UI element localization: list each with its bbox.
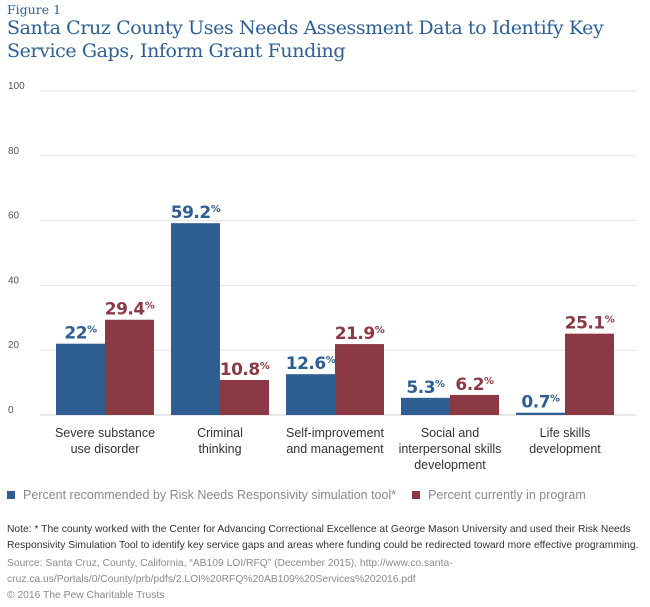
y-tick-label: 40 [8,275,20,286]
y-tick-label: 60 [8,211,20,222]
bar-current [335,344,384,415]
figure-label: Figure 1 [7,2,62,17]
category-label: Life skills development [529,426,601,456]
y-tick-label: 100 [8,81,25,92]
value-label: 21.9% [335,324,385,344]
bars [56,223,614,415]
category-label: Social and interpersonal skills developmen… [399,426,502,472]
legend-swatch-blue [7,491,15,499]
bar-recommended [401,397,450,415]
bar-current [220,380,269,415]
value-label: 10.8% [220,360,270,380]
y-tick-label: 0 [8,405,14,416]
value-label: 59.2% [171,203,221,223]
value-label: 12.6% [286,354,336,374]
legend: Percent recommended by Risk Needs Respon… [7,488,602,502]
legend-label: Percent currently in program [428,488,586,502]
legend-item-current: Percent currently in program [412,488,586,502]
value-label: 6.2% [455,375,494,395]
bar-recommended [286,374,335,415]
category-label: Severe substance use disorder [55,426,155,456]
value-label: 0.7% [521,393,560,413]
category-label: Self-improvement and management [286,426,384,456]
y-axis-ticks: 0 20 40 60 80 100 [8,81,25,416]
bar-current [450,394,499,415]
chart-title: Santa Cruz County Uses Needs Assessment … [7,17,604,62]
category-labels: Severe substance use disorder Criminal thin… [55,426,601,472]
value-labels: 22% 29.4% 59.2% 10.8% 12.6% 21.9% 5.3% 6.2% 0.7%… [64,203,615,413]
value-label: 5.3% [406,378,445,398]
bar-current [105,319,154,415]
y-tick-label: 20 [8,340,20,351]
bar-recommended [516,412,565,415]
value-label: 25.1% [565,314,615,334]
legend-swatch-red [412,491,421,499]
legend-label: Percent recommended by Risk Needs Respon… [23,488,397,502]
copyright: © 2016 The Pew Charitable Trusts [7,590,165,601]
bar-recommended [56,343,105,415]
value-label: 22% [64,324,97,344]
category-label: Criminal thinking [197,426,243,456]
bar-recommended [171,223,220,415]
y-tick-label: 80 [8,146,20,157]
legend-item-recommended: Percent recommended by Risk Needs Respon… [7,488,396,502]
chart-note: Note: * The county worked with the Cente… [7,524,639,551]
value-label: 29.4% [105,300,155,320]
chart-source: Source: Santa Cruz, County, California, … [7,558,453,585]
bar-current [565,333,614,415]
bar-chart: 0 20 40 60 80 100 22% 29.4% 59.2% 10.8% 12.6% 21.9… [8,81,636,472]
